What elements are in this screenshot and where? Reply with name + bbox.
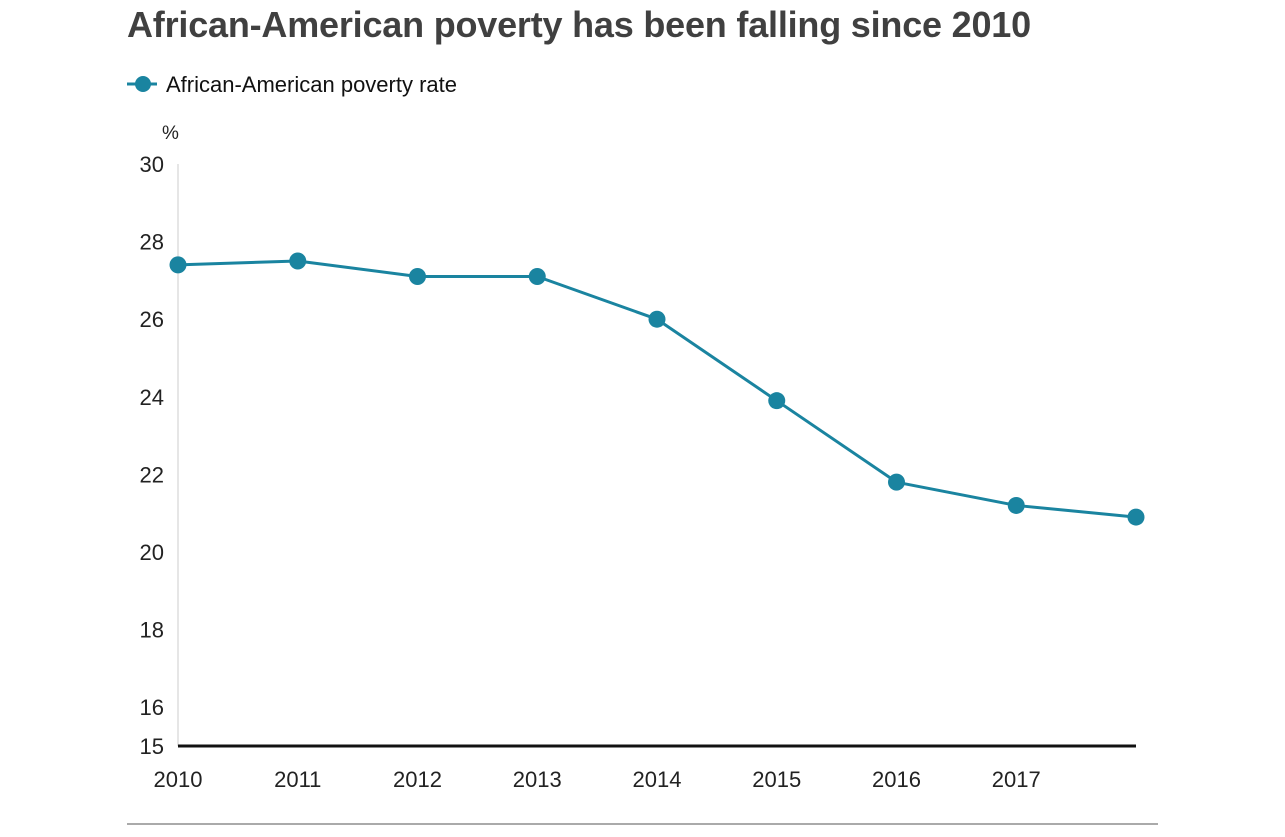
- data-point: [169, 256, 187, 274]
- data-point: [1007, 496, 1025, 514]
- y-axis-ticks: 15 16 18 20 22 24 26 28 30: [140, 152, 164, 759]
- x-tick-label: 2016: [872, 767, 921, 792]
- y-tick-label: 15: [140, 734, 164, 759]
- data-point: [289, 252, 307, 270]
- x-tick-label: 2013: [513, 767, 562, 792]
- x-tick-label: 2010: [154, 767, 203, 792]
- data-point: [768, 392, 786, 410]
- y-tick-label: 18: [140, 618, 164, 643]
- chart-title: African-American poverty has been fallin…: [127, 4, 1031, 45]
- legend-label: African-American poverty rate: [166, 72, 457, 97]
- legend: African-American poverty rate: [127, 72, 457, 97]
- x-tick-label: 2011: [274, 767, 321, 792]
- y-tick-label: 30: [140, 152, 164, 177]
- x-tick-label: 2017: [992, 767, 1041, 792]
- x-tick-label: 2014: [633, 767, 682, 792]
- x-axis-ticks: 2010 2011 2012 2013 2014 2015 2016 2017: [154, 767, 1041, 792]
- y-tick-label: 16: [140, 695, 164, 720]
- series-layer: [169, 252, 1145, 526]
- series-line: [177, 259, 1137, 519]
- data-point: [1127, 508, 1145, 526]
- y-tick-label: 24: [140, 385, 164, 410]
- legend-dot-marker: [135, 76, 151, 92]
- data-point: [409, 268, 426, 286]
- x-tick-label: 2012: [393, 767, 442, 792]
- x-tick-label: 2015: [752, 767, 801, 792]
- y-tick-label: 28: [140, 230, 164, 255]
- data-point: [648, 310, 666, 328]
- data-point: [528, 268, 546, 286]
- y-unit-label: %: [162, 123, 179, 144]
- y-tick-label: 26: [140, 307, 164, 332]
- y-tick-label: 22: [140, 462, 164, 487]
- y-tick-label: 20: [140, 540, 164, 565]
- data-point: [888, 473, 905, 491]
